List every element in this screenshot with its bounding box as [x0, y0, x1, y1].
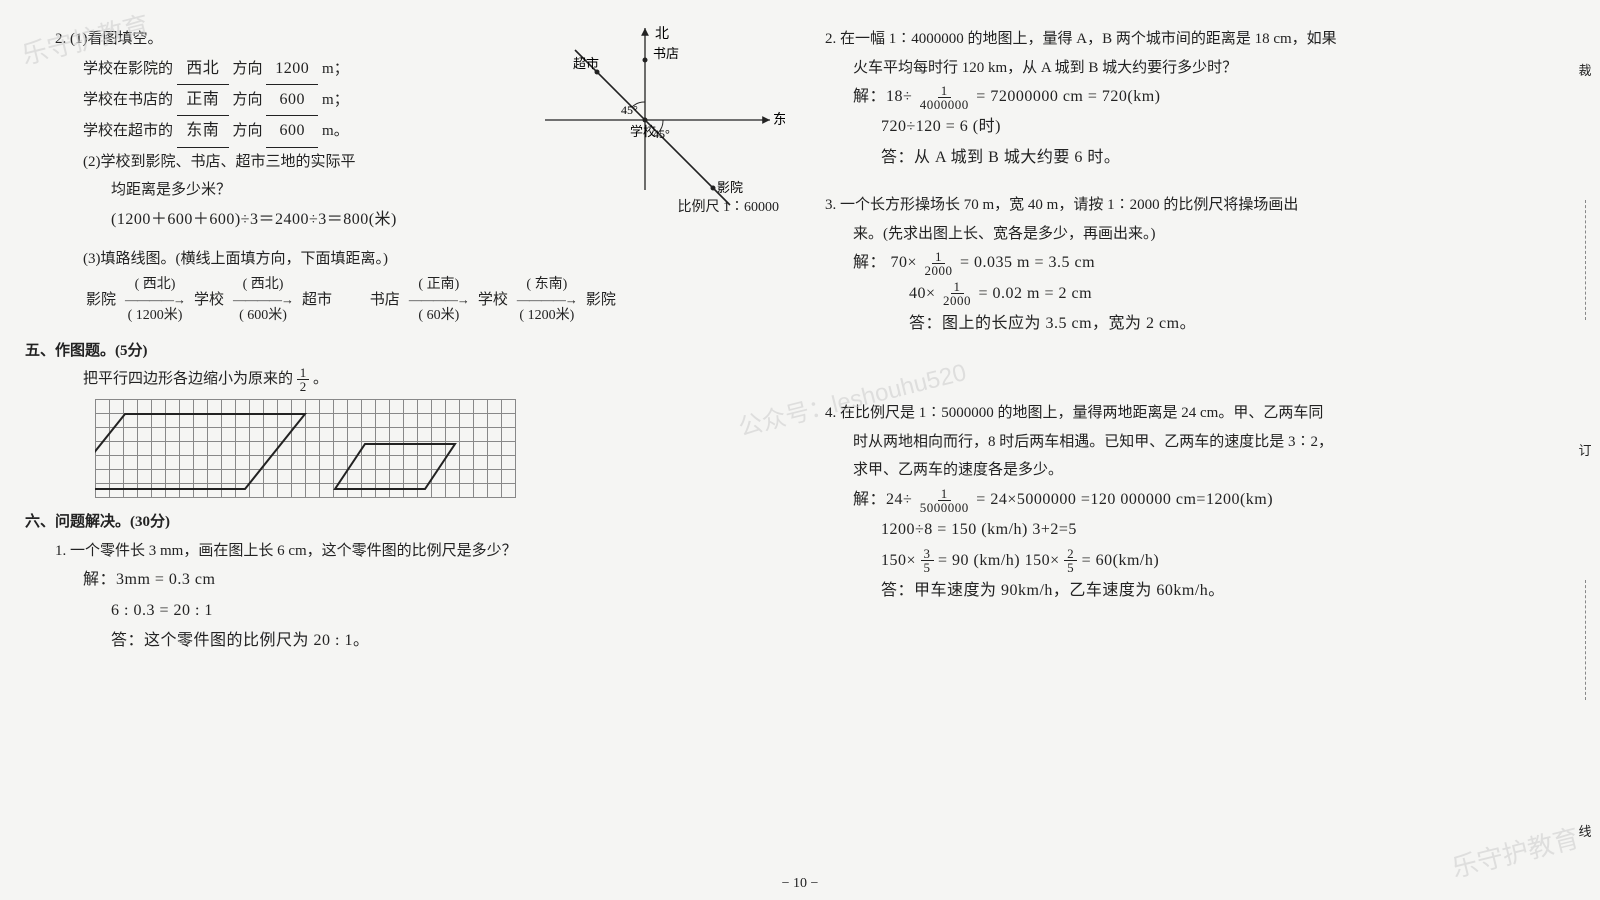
sec5-title: 五、作图题。(5分)	[25, 339, 770, 360]
sec5-prompt: 把平行四边形各边缩小为原来的 12 。	[55, 366, 770, 393]
sec6-title: 六、问题解决。(30分)	[25, 510, 770, 531]
q2-l3a: 学校在超市的	[83, 123, 173, 139]
lbl-a45: 45°	[621, 103, 638, 117]
blank: 600	[266, 85, 318, 116]
t: 60米	[427, 308, 455, 323]
ans: 6 : 0.3 = 20 : 1	[55, 596, 770, 626]
q2-num: 2.	[55, 31, 66, 47]
page-number: − 10 −	[782, 876, 819, 892]
blank: 1200	[266, 54, 318, 85]
route1: 影院 ( 西北) ————→ ( 1200米) 学校 ( 西北) ————→ (…	[55, 277, 335, 324]
t: m。	[322, 123, 349, 139]
t: m；	[322, 61, 349, 77]
q2-p1: (1)看图填空。	[70, 31, 163, 47]
right-q4: 4. 在比例尺是 1∶5000000 的地图上，量得两地距离是 24 cm。甲、…	[825, 399, 1540, 606]
right-q2: 2. 在一幅 1∶4000000 的地图上，量得 A，B 两个城市间的距离是 1…	[825, 25, 1540, 173]
scale-label: 比例尺 1∶60000	[678, 196, 780, 216]
t: 方向	[233, 123, 263, 139]
binding-margin: 裁 订 线	[1576, 0, 1594, 900]
t: 600米	[247, 308, 282, 323]
blank: 西北	[177, 54, 229, 85]
t: 1200米	[528, 308, 570, 323]
grid-shapes	[95, 399, 545, 504]
route2: 书店 ( 正南) ————→ ( 60米) 学校 ( 东南) ————→ ( 1…	[339, 277, 619, 324]
t: 西北	[143, 277, 171, 292]
blank: 正南	[177, 85, 229, 116]
blank: 东南	[177, 116, 229, 147]
t: 西北	[251, 277, 279, 292]
lbl-cinema: 影院	[717, 180, 743, 195]
lbl-bookstore: 书店	[653, 46, 679, 61]
ans: 答：这个零件图的比例尺为 20 : 1。	[55, 626, 770, 656]
grid-figure	[95, 399, 770, 498]
lbl-a45b: 45°	[653, 127, 670, 141]
t: 方向	[233, 92, 263, 108]
blank: 600	[266, 116, 318, 147]
sec6-q1: 1. 一个零件长 3 mm，画在图上长 6 cm，这个零件图的比例尺是多少？ 解…	[55, 537, 770, 657]
t: 东南	[535, 277, 563, 292]
lbl-market: 超市	[573, 56, 599, 71]
q2-p3: (3)填路线图。(横线上面填方向，下面填距离。)	[55, 245, 770, 274]
node: 学校	[475, 286, 511, 315]
node: 影院	[583, 286, 619, 315]
compass-diagram: 北 东 学校 书店 超市 影院 45° 45° 比例尺 1∶60000	[535, 20, 785, 210]
node: 影院	[83, 286, 119, 315]
node: 超市	[299, 286, 335, 315]
t: 1200米	[136, 308, 178, 323]
q2-l2a: 学校在书店的	[83, 92, 173, 108]
node: 书店	[367, 286, 403, 315]
lbl-east: 东	[773, 112, 785, 128]
compass-svg: 北 东 学校 书店 超市 影院 45° 45°	[535, 20, 785, 210]
t: m；	[322, 92, 349, 108]
t: 正南	[427, 277, 455, 292]
lbl-north: 北	[655, 26, 669, 42]
right-q3: 3. 一个长方形操场长 70 m，宽 40 m，请按 1∶2000 的比例尺将操…	[825, 191, 1540, 339]
ans: 解：3mm = 0.3 cm	[55, 565, 770, 595]
q2-l1a: 学校在影院的	[83, 61, 173, 77]
t: 方向	[233, 61, 263, 77]
watermark-br: 乐守护教育	[1447, 818, 1582, 885]
node: 学校	[191, 286, 227, 315]
